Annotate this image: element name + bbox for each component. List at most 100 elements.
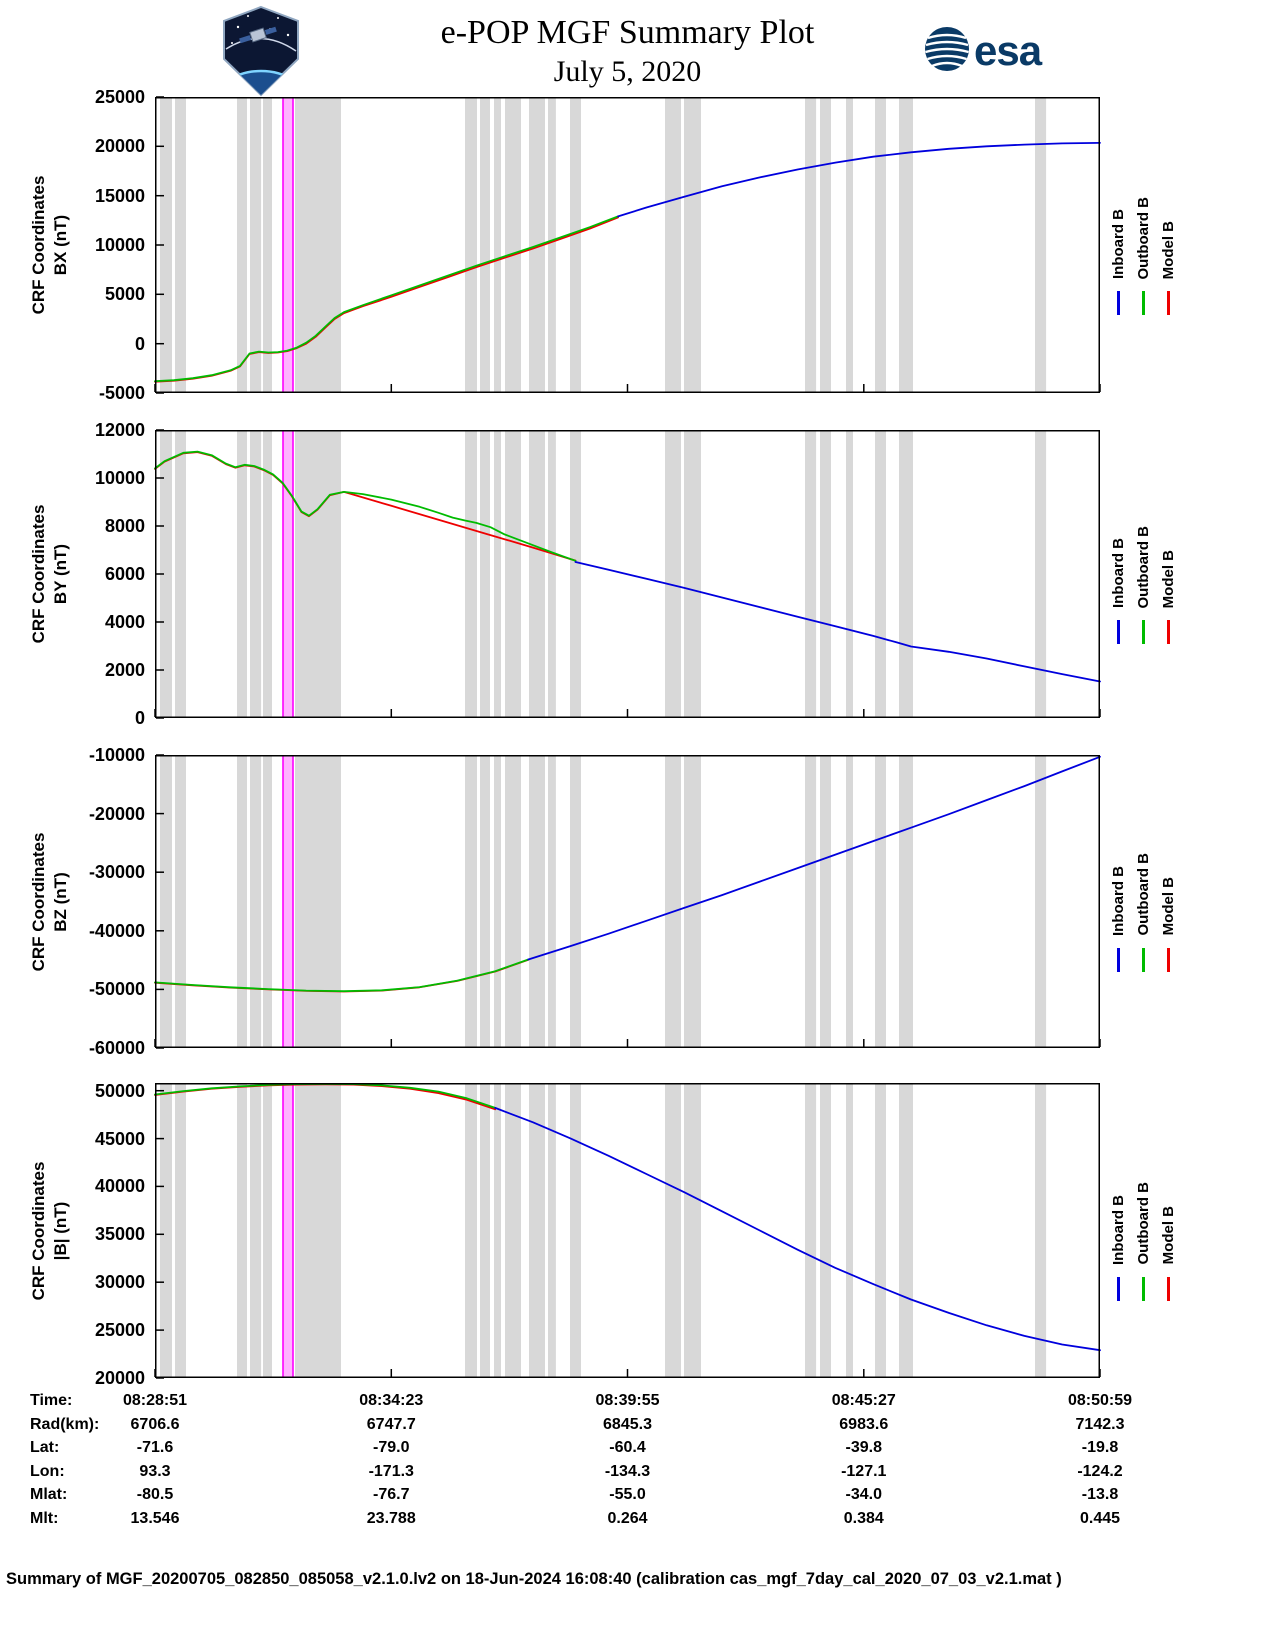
shade-band — [494, 755, 501, 1048]
legend-label: Outboard B — [1134, 853, 1152, 936]
axis-table-row-label: Rad(km): — [30, 1415, 100, 1433]
shade-band — [175, 755, 186, 1048]
axis-table: Time: 08:28:51 08:34:23 08:39:55 08:45:27 08:… — [0, 1392, 1275, 1533]
legend-label: Outboard B — [1134, 525, 1152, 609]
shade-band — [548, 755, 556, 1048]
shade-band — [263, 430, 272, 718]
y-tick-label: 25000 — [94, 1320, 145, 1341]
y-tick-label: 15000 — [94, 185, 145, 206]
shade-band — [160, 755, 172, 1048]
axis-table-row: Rad(km): 6706.6 6747.7 6845.3 6983.6 7142.3 — [0, 1416, 1275, 1440]
legend-swatch — [1166, 620, 1170, 644]
legend-bz: Inboard B Outboard B Model B — [1102, 755, 1184, 1048]
shade-band — [684, 755, 701, 1048]
axis-table-cell: -127.1 — [841, 1462, 887, 1480]
axis-table-cell: 0.445 — [1079, 1509, 1121, 1527]
shade-band — [665, 1083, 681, 1378]
legend-label: Outboard B — [1134, 196, 1152, 280]
page-title: e-POP MGF Summary Plot — [440, 14, 815, 51]
shade-band — [665, 97, 681, 393]
shade-band — [820, 430, 831, 718]
plot-box — [155, 755, 1100, 1048]
y-tick-label: 2000 — [104, 660, 145, 680]
shade-band — [548, 430, 556, 718]
shade-band — [237, 755, 247, 1048]
series-outboard-line — [154, 450, 577, 562]
axis-table-cell: 93.3 — [139, 1462, 171, 1480]
axis-table-row-label: Mlat: — [30, 1486, 68, 1503]
shade-band — [250, 97, 262, 393]
legend-swatch — [1141, 1276, 1145, 1301]
shade-band — [505, 1083, 521, 1378]
axis-table-row-label: Time: — [30, 1392, 73, 1409]
series-outboard-line — [154, 958, 530, 993]
axis-table-cell: 7142.3 — [1075, 1415, 1125, 1433]
axis-table-row: Lat: -71.6 -79.0 -60.4 -39.8 -19.8 — [0, 1439, 1275, 1463]
axis-table-cell: 08:50:59 — [1067, 1392, 1133, 1409]
axis-table-cell: -34.0 — [845, 1486, 882, 1503]
axis-table-cell: 08:34:23 — [359, 1392, 424, 1409]
legend-swatch — [1141, 291, 1145, 315]
plot-area-bx — [154, 96, 1101, 394]
axis-table-cell: 0.384 — [843, 1509, 884, 1527]
shade-band — [875, 1083, 886, 1378]
footer-summary-line: Summary of MGF_20200705_082850_085058_v2… — [6, 1570, 1062, 1588]
y-tick-label: 10000 — [94, 235, 145, 255]
shade-band — [875, 430, 886, 718]
y-tick-label: 20000 — [94, 136, 145, 157]
legend-label: Inboard B — [1109, 865, 1127, 936]
shade-band — [846, 430, 853, 718]
legend-swatch — [1116, 291, 1120, 315]
legend-bmag: Inboard B Outboard B Model B — [1102, 1083, 1184, 1378]
axis-table-cell: -79.0 — [373, 1439, 410, 1456]
shade-band — [529, 1083, 545, 1378]
y-tick-label: 50000 — [94, 1080, 145, 1101]
axis-table-row: Mlat: -80.5 -76.7 -55.0 -34.0 -13.8 — [0, 1486, 1275, 1510]
shade-band — [494, 97, 501, 393]
shade-band — [295, 1083, 341, 1378]
shade-band — [820, 755, 831, 1048]
esa-wordmark: esa — [974, 27, 1043, 74]
shade-band — [494, 430, 501, 718]
y-tick-label: 8000 — [104, 516, 145, 536]
axis-table-cell: 08:28:51 — [122, 1392, 188, 1409]
legend-swatch — [1116, 620, 1120, 644]
shade-band — [480, 1083, 490, 1378]
shade-band — [250, 430, 262, 718]
highlight-band — [283, 97, 293, 393]
legend-bx: Inboard B Outboard B Model B — [1102, 97, 1184, 393]
axis-table-row: Time: 08:28:51 08:34:23 08:39:55 08:45:27 08:… — [0, 1392, 1275, 1416]
shade-band — [465, 755, 477, 1048]
axis-table-cell: -76.7 — [373, 1486, 410, 1503]
axis-table-cell: 13.546 — [130, 1509, 180, 1527]
shade-band — [494, 1083, 501, 1378]
axis-table-row-label: Lon: — [30, 1462, 65, 1480]
shade-band — [465, 430, 477, 718]
legend-swatch — [1116, 947, 1120, 972]
legend-label: Model B — [1159, 1206, 1177, 1265]
legend-entry-model: Model B — [1160, 175, 1177, 315]
shade-band — [480, 97, 490, 393]
y-tick-label: -10000 — [88, 745, 145, 765]
axis-table-cell: -19.8 — [1081, 1439, 1119, 1456]
shade-band — [1035, 430, 1047, 718]
shade-band — [805, 1083, 817, 1378]
y-tick-label: 0 — [134, 333, 145, 354]
shade-band — [263, 97, 272, 393]
shade-band — [570, 97, 581, 393]
y-tick-label: 35000 — [94, 1224, 145, 1245]
axis-table-row: Lon: 93.3 -171.3 -134.3 -127.1 -124.2 — [0, 1463, 1275, 1487]
legend-entry-inboard: Inboard B — [1110, 1161, 1127, 1301]
shade-band — [805, 755, 817, 1048]
axis-table-cell: -60.4 — [609, 1439, 646, 1456]
shade-band — [684, 1083, 701, 1378]
series-inboard-line — [574, 561, 1101, 683]
highlight-band — [283, 430, 293, 718]
panel-bmag: CRF Coordinates |B| (nT) Inboard B Outboa… — [0, 1080, 1275, 1387]
shade-band — [480, 430, 490, 718]
axis-table-row-label: Mlt: — [30, 1509, 59, 1527]
legend-swatch — [1166, 947, 1170, 972]
legend-entry-inboard: Inboard B — [1110, 504, 1127, 644]
plot-box — [155, 430, 1100, 718]
